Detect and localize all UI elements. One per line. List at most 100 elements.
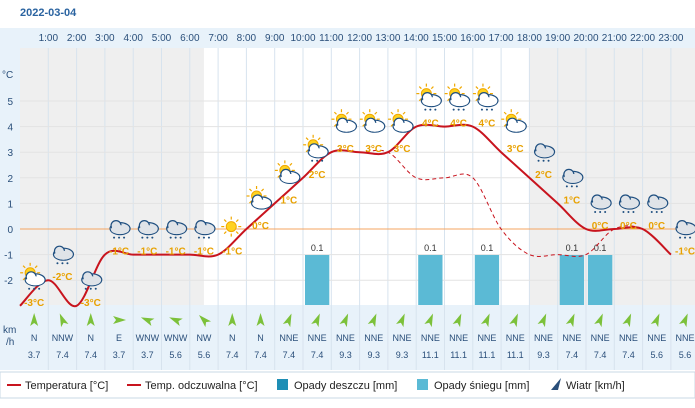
legend-snow-label: Opady śniegu [mm] [434, 380, 529, 392]
sun-ray [447, 86, 451, 90]
hour-label-13: 13:00 [375, 33, 400, 44]
sun-ray [277, 174, 281, 178]
snowflake [565, 185, 568, 188]
wind-speed-13: 9.3 [396, 350, 409, 360]
cloud-sun-snow-icon [303, 134, 329, 162]
snowflake [311, 159, 314, 162]
sun-ray [390, 111, 394, 115]
wind-arrow-shape [228, 313, 237, 326]
cloud-fill [648, 199, 667, 209]
wind-dir-14: NNE [421, 333, 440, 343]
temp-label-19: 1°C [563, 195, 580, 206]
snowflake [457, 108, 460, 111]
hour-label-6: 6:00 [180, 33, 200, 44]
snowflake [429, 108, 432, 111]
snowflake [655, 211, 658, 213]
cloud-snow-icon [533, 143, 556, 162]
wind-dir-21: NNE [619, 333, 638, 343]
hour-label-8: 8:00 [237, 33, 257, 44]
snowflake [480, 108, 483, 111]
hour-label-15: 15:00 [432, 33, 457, 44]
wind-dir-15: NNE [449, 333, 468, 343]
y-unit-label: °C [2, 70, 13, 81]
temperature-lines [19, 123, 672, 307]
wind-speed-20: 7.4 [594, 350, 607, 360]
temp-label-23: -1°C [675, 247, 695, 258]
snowflake [622, 211, 625, 213]
wind-arrow-shape [679, 313, 688, 328]
snowflake [169, 236, 172, 239]
snowflake [321, 159, 324, 162]
snowflake [151, 236, 154, 239]
y-tick--2: -2 [4, 276, 13, 287]
hour-label-14: 14:00 [404, 33, 429, 44]
cloud-fill [252, 199, 271, 209]
snowflake [542, 159, 545, 162]
cloud-fill [167, 225, 186, 235]
wind-arrow-icon [59, 313, 69, 328]
wind-arrow-shape [424, 313, 434, 328]
wind-arrow-shape [113, 316, 127, 324]
wind-dir-23: NNE [676, 333, 695, 343]
cloud-sun-icon [274, 160, 301, 184]
wind-speed-0: 3.7 [28, 350, 41, 360]
cloud-fill [139, 225, 158, 235]
precipitation-bars: 0.1 0.1 0.1 0.1 0.1 [305, 243, 613, 305]
cloud-fill [563, 173, 582, 183]
cloud-fill [54, 250, 73, 260]
wind-speed-16: 11.1 [479, 350, 496, 360]
cloud-sun-icon [246, 186, 273, 210]
cloud-fill [195, 225, 214, 235]
snowflake [123, 236, 126, 239]
cloud-fill [82, 276, 101, 286]
wind-dir-8: N [257, 333, 264, 343]
temp-label-0: -3°C [24, 298, 44, 309]
snowflake [485, 108, 488, 111]
wind-arrow-icon [622, 313, 632, 328]
wind-speed-2: 7.4 [84, 350, 97, 360]
precip-label-16: 0.1 [481, 243, 494, 253]
sun-ray [249, 188, 253, 192]
wind-unit-bottom: /h [6, 337, 14, 348]
snowflake [689, 236, 692, 239]
sun-ray [475, 86, 479, 90]
temp-label-15: 4°C [450, 119, 467, 130]
y-tick--1: -1 [4, 251, 13, 262]
wind-dir-10: NNE [308, 333, 327, 343]
temp-label-22: 0°C [648, 221, 665, 232]
temp-label-21: 0°C [620, 221, 637, 232]
hour-label-20: 20:00 [573, 33, 598, 44]
legend: Temperatura [°C] Temp. odczuwalna [°C] O… [0, 371, 695, 399]
wind-arrow-shape [565, 313, 575, 328]
cloud-snow-icon [675, 220, 695, 239]
cloud-sun-snow-icon [472, 83, 499, 111]
y-tick-5: 5 [7, 97, 13, 108]
cloud-sun-snow-icon [416, 83, 442, 111]
wind-dir-18: NNE [534, 333, 553, 343]
cloud-snow-icon [618, 194, 641, 213]
sun-ray [34, 265, 38, 269]
wind-arrow-icon [565, 313, 575, 328]
precip-bar-20 [588, 255, 613, 305]
wind-speed-9: 7.4 [283, 350, 296, 360]
wind-arrow-icon [140, 317, 155, 326]
sun-ray [345, 111, 349, 115]
sun-ray [317, 137, 321, 141]
legend-feel-label: Temp. odczuwalna [°C] [145, 380, 258, 392]
temp-label-18: 2°C [535, 170, 552, 181]
snowflake [434, 108, 437, 111]
snowflake [66, 262, 69, 265]
snowflake [38, 287, 41, 290]
hour-label-5: 5:00 [152, 33, 172, 44]
temp-label-5: -1°C [166, 247, 186, 258]
legend-rain-swatch [277, 379, 288, 390]
sun-ray [430, 86, 434, 90]
wind-arrow-icon [679, 313, 688, 328]
sun-ray [487, 86, 491, 90]
wind-arrow-icon [509, 313, 518, 328]
snowflake [28, 287, 31, 290]
wind-arrow-shape [537, 313, 547, 328]
sun-ray [289, 162, 293, 166]
hour-label-12: 12:00 [347, 33, 372, 44]
snowflake [570, 185, 573, 188]
